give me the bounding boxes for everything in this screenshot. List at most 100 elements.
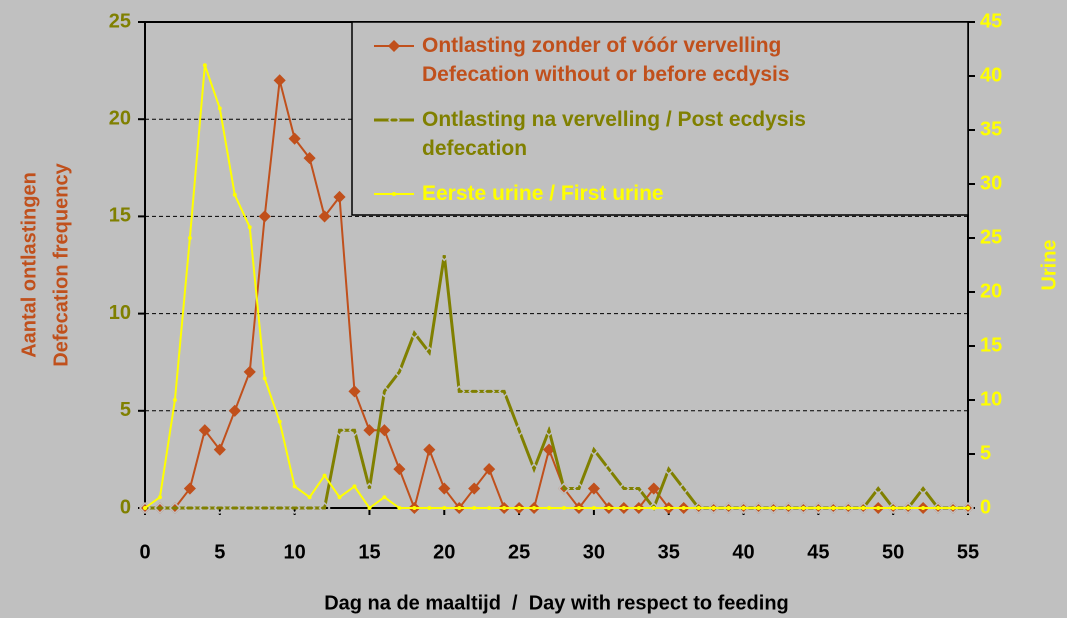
point	[258, 210, 271, 223]
point	[498, 385, 511, 398]
point	[198, 424, 211, 437]
point	[442, 506, 447, 510]
x-tick-label: 40	[732, 541, 754, 563]
point	[557, 482, 571, 495]
point	[472, 506, 477, 510]
y2-tick-label: 10	[980, 388, 1002, 410]
point	[397, 506, 402, 510]
point	[513, 424, 526, 437]
point	[666, 506, 671, 510]
point	[951, 506, 956, 510]
point	[427, 506, 432, 510]
y-tick-label: 15	[109, 205, 131, 227]
point	[831, 506, 836, 510]
series-line	[144, 64, 968, 510]
y2-tick-label: 15	[980, 334, 1002, 356]
y2-tick-label: 25	[980, 226, 1002, 248]
point	[756, 506, 761, 510]
point	[213, 443, 226, 456]
point	[606, 506, 611, 510]
x-tick-label: 25	[508, 541, 530, 563]
point	[468, 385, 481, 398]
point	[722, 501, 735, 515]
point	[602, 463, 615, 476]
point	[438, 249, 451, 262]
point	[262, 376, 267, 381]
y2-tick-label: 35	[980, 118, 1002, 140]
point	[367, 506, 372, 510]
x-tick-label: 30	[583, 541, 605, 563]
point	[786, 506, 791, 510]
x-tick-label: 50	[882, 541, 904, 563]
point	[318, 210, 331, 223]
point	[318, 501, 331, 515]
point	[288, 501, 301, 515]
legend-label-line: defecation	[422, 137, 527, 160]
legend-marker	[392, 192, 396, 196]
point	[333, 424, 346, 437]
point	[153, 501, 167, 515]
point	[681, 506, 686, 510]
point	[273, 74, 286, 87]
legend: Ontlasting zonder of vóór vervelling Defe…	[351, 21, 969, 216]
point	[337, 495, 342, 500]
point	[587, 482, 600, 495]
legend-label: Eerste urine / First urine	[422, 182, 664, 205]
point	[228, 404, 241, 417]
y2-tick-label: 40	[980, 64, 1002, 86]
y2-tick-label: 30	[980, 172, 1002, 194]
point	[936, 506, 941, 510]
point	[767, 501, 780, 515]
point	[542, 424, 556, 437]
y2-axis-title: Urine	[1038, 239, 1060, 290]
point	[651, 506, 656, 510]
x-tick-label: 45	[807, 541, 829, 563]
point	[857, 501, 870, 515]
point	[921, 506, 926, 510]
point	[782, 501, 795, 515]
point	[647, 501, 660, 515]
point	[393, 463, 406, 476]
y-axis-title: Aantal ontlastingen	[18, 172, 40, 358]
point	[502, 506, 507, 510]
point	[902, 501, 915, 515]
point	[172, 398, 177, 402]
point	[797, 501, 810, 515]
point	[348, 424, 361, 437]
point	[217, 106, 222, 111]
point	[168, 501, 181, 515]
point	[801, 506, 806, 510]
point	[187, 236, 192, 240]
point	[352, 484, 357, 489]
y-tick-label: 5	[120, 399, 131, 421]
point	[382, 495, 387, 500]
point	[453, 385, 466, 398]
point	[906, 506, 911, 510]
point	[363, 424, 376, 437]
point	[591, 506, 596, 510]
x-tick-label: 35	[658, 541, 680, 563]
point	[812, 501, 825, 515]
point	[587, 443, 600, 456]
point	[247, 225, 252, 230]
point	[846, 506, 851, 510]
point	[423, 443, 436, 456]
point	[457, 506, 462, 510]
y-tick-label: 25	[109, 10, 131, 32]
x-tick-label: 55	[957, 541, 979, 563]
point	[561, 506, 566, 510]
point	[438, 482, 451, 495]
point	[547, 506, 552, 510]
legend-label: Ontlasting na vervelling / Post ecdysis d…	[422, 108, 806, 160]
point	[707, 501, 720, 515]
point	[412, 506, 417, 510]
point	[483, 385, 496, 398]
point	[258, 501, 271, 515]
point	[966, 506, 970, 510]
point	[288, 132, 301, 145]
point	[621, 506, 626, 510]
x-tick-label: 5	[214, 541, 225, 563]
point	[483, 463, 496, 476]
point	[887, 501, 900, 515]
point	[243, 501, 256, 515]
